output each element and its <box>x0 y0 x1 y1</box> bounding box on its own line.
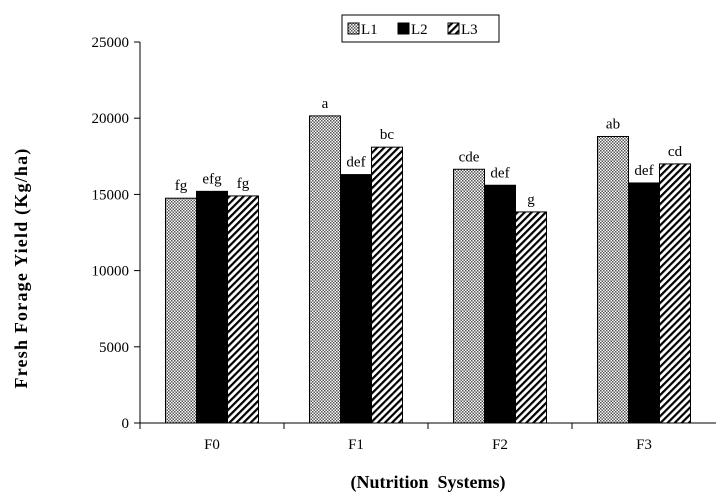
y-tick-label: 15000 <box>92 187 130 203</box>
x-tick-label: F2 <box>492 437 508 453</box>
y-tick-label: 5000 <box>99 340 129 356</box>
legend-swatch-l3 <box>447 22 460 35</box>
bar-l2-f1 <box>340 174 372 424</box>
x-tick-label: F3 <box>636 437 652 453</box>
legend-swatch-l1 <box>347 22 360 35</box>
y-tick-label: 20000 <box>92 111 130 127</box>
bar-l1-f0 <box>165 197 197 424</box>
y-tick-label: 10000 <box>92 264 130 280</box>
legend-label-l2: L2 <box>411 22 428 38</box>
x-tick-label: F0 <box>204 437 220 453</box>
bar-l3-f0 <box>227 195 259 424</box>
bar-l3-f3 <box>659 163 691 424</box>
legend: L1 L2 L3 <box>341 14 500 43</box>
data-label: efg <box>202 171 222 187</box>
bar-l1-f2 <box>453 168 485 424</box>
legend-box <box>341 14 500 43</box>
legend-label-l1: L1 <box>361 22 378 38</box>
data-label: def <box>634 163 653 179</box>
data-label: def <box>346 155 365 171</box>
bar-l3-f2 <box>515 211 547 424</box>
x-axis: F0 F1 F2 F3 <box>139 422 716 453</box>
bar-l3-f1 <box>371 146 403 424</box>
x-tick-label: F1 <box>348 437 364 453</box>
legend-swatch-l2 <box>397 22 410 35</box>
bar-l1-f3 <box>597 135 629 424</box>
data-label: fg <box>237 176 250 192</box>
bars <box>165 115 691 424</box>
data-label: fg <box>175 178 188 194</box>
data-label: cde <box>459 149 480 165</box>
data-label: ab <box>606 116 620 132</box>
data-label: def <box>490 165 509 181</box>
y-tick-label: 25000 <box>92 35 130 51</box>
data-label: bc <box>380 127 395 143</box>
bar-l1-f1 <box>309 115 341 424</box>
y-axis-title: Fresh Forage Yield (Kg/ha) <box>11 147 32 388</box>
y-axis: 0 5000 10000 15000 20000 25000 <box>92 35 141 432</box>
bar-l2-f3 <box>628 182 660 424</box>
data-label: g <box>527 192 535 208</box>
bar-l2-f0 <box>196 190 228 424</box>
bar-l2-f2 <box>484 184 516 424</box>
legend-label-l3: L3 <box>461 22 478 38</box>
data-label: cd <box>668 144 683 160</box>
y-tick-label: 0 <box>122 416 130 432</box>
x-axis-title: (Nutrition Systems) <box>351 472 506 493</box>
data-label: a <box>322 96 329 112</box>
